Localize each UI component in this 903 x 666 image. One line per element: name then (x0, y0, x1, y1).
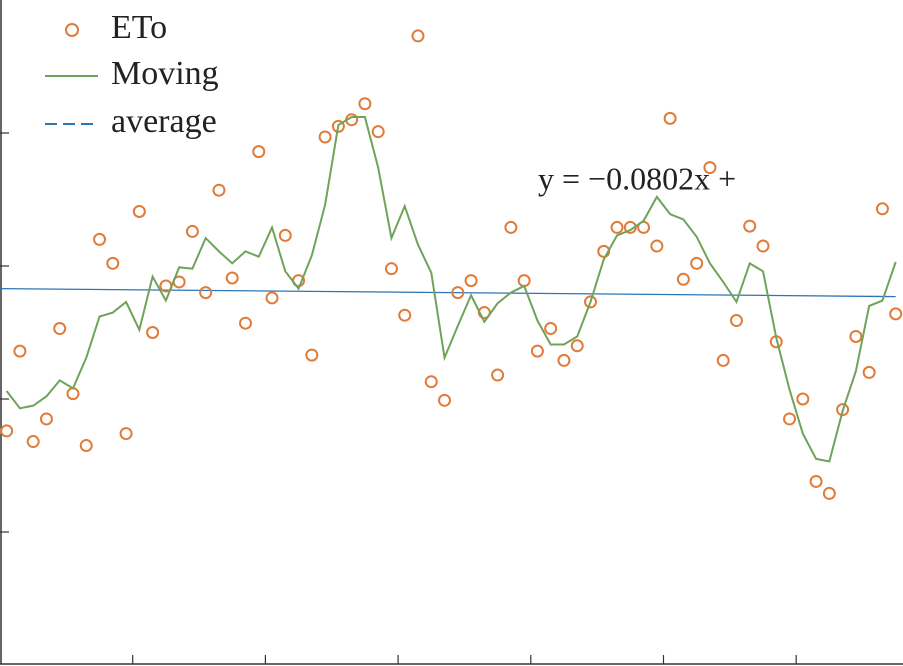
eto-point (756, 239, 770, 253)
eto-point (451, 286, 465, 300)
legend-label: average (111, 103, 217, 140)
eto-point (371, 125, 385, 139)
eto-point (583, 295, 597, 309)
eto-point (570, 339, 584, 353)
eto-point (119, 427, 133, 441)
eto-point (849, 329, 863, 343)
eto-point (331, 119, 345, 133)
eto-point (79, 439, 93, 453)
eto-point (438, 393, 452, 407)
eto-point (318, 130, 332, 144)
eto-point (663, 111, 677, 125)
trend-equation: y = −0.0802x + (538, 160, 736, 196)
eto-point (610, 220, 624, 234)
eto-point (650, 239, 664, 253)
eto-point (225, 271, 239, 285)
legend-label: Moving (111, 55, 219, 92)
eto-point (305, 348, 319, 362)
eto-point (743, 219, 757, 233)
eto-point (93, 232, 107, 246)
eto-point (676, 272, 690, 286)
eto-point (504, 220, 518, 234)
eto-point (464, 274, 478, 288)
eto-point (39, 412, 53, 426)
eto-point (690, 256, 704, 270)
eto-point (13, 344, 27, 358)
trendline (0, 287, 896, 298)
eto-point (278, 228, 292, 242)
eto-point (544, 322, 558, 336)
eto-point (822, 486, 836, 500)
eto-point (384, 262, 398, 276)
eto-point (889, 307, 903, 321)
eto-point (212, 183, 226, 197)
eto-point (132, 204, 146, 218)
eto-point (185, 224, 199, 238)
legend-label: ETo (111, 9, 167, 46)
eto-point (875, 202, 889, 216)
eto-point (796, 392, 810, 406)
eto-point (66, 387, 80, 401)
eto-point (836, 403, 850, 417)
eto-point (716, 353, 730, 367)
eto-point (358, 97, 372, 111)
eto-point (729, 314, 743, 328)
eto-point (530, 344, 544, 358)
eto-point (517, 274, 531, 288)
eto-point (53, 322, 67, 336)
eto-point (862, 365, 876, 379)
eto-point (703, 161, 717, 175)
eto-point (146, 326, 160, 339)
eto-point (809, 474, 823, 488)
eto-point (557, 353, 571, 367)
eto-point (398, 308, 412, 322)
eto-point (106, 256, 120, 270)
eto-point (0, 424, 14, 438)
eto-point (783, 412, 797, 426)
eto-point (252, 145, 266, 159)
eto-point (411, 29, 425, 43)
eto-point (238, 316, 252, 330)
eto-point (265, 291, 279, 305)
eto-point (26, 435, 40, 449)
eto-point (491, 368, 505, 382)
legend-marker (65, 23, 79, 37)
moving-line (5, 116, 897, 463)
eto-point (424, 375, 438, 389)
eto-point (199, 286, 213, 300)
